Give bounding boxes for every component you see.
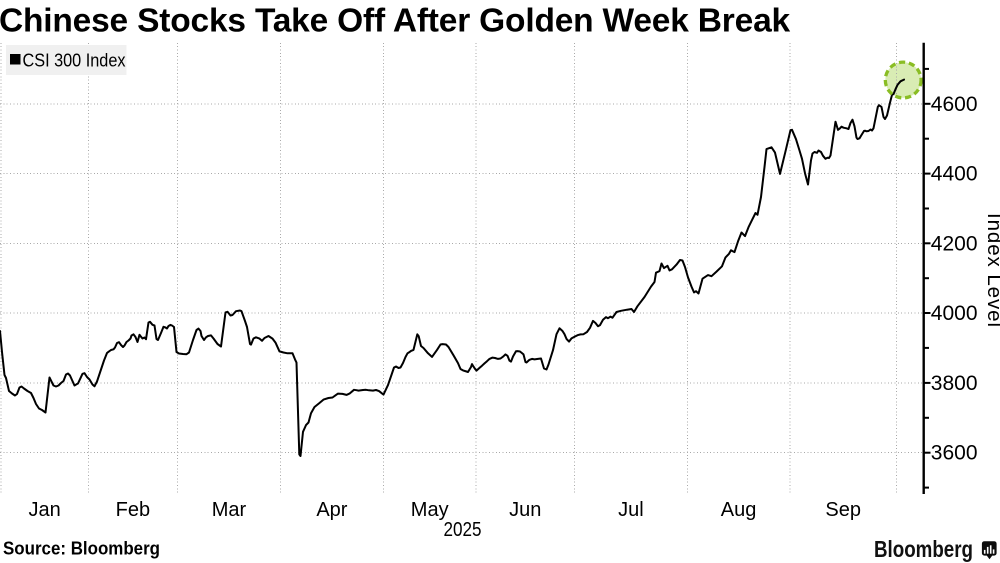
svg-text:3800: 3800: [931, 372, 978, 395]
svg-text:Aug: Aug: [721, 499, 757, 521]
svg-text:Mar: Mar: [212, 499, 247, 521]
svg-text:Source: Bloomberg: Source: Bloomberg: [3, 538, 160, 559]
svg-text:4000: 4000: [931, 302, 978, 325]
svg-text:Feb: Feb: [116, 499, 150, 521]
svg-text:Jan: Jan: [28, 499, 60, 521]
svg-text:2025: 2025: [444, 519, 482, 541]
svg-text:Chinese Stocks Take Off After: Chinese Stocks Take Off After Golden Wee…: [0, 3, 791, 40]
svg-text:Index Level: Index Level: [983, 213, 1000, 327]
svg-text:Apr: Apr: [316, 499, 347, 521]
svg-text:Jun: Jun: [509, 499, 541, 521]
svg-text:Jul: Jul: [618, 499, 644, 521]
svg-text:4200: 4200: [931, 232, 978, 255]
svg-text:CSI 300 Index: CSI 300 Index: [23, 51, 126, 71]
svg-text:4600: 4600: [931, 93, 978, 116]
svg-text:3600: 3600: [931, 442, 978, 465]
svg-text:4400: 4400: [931, 163, 978, 186]
svg-text:May: May: [411, 499, 449, 521]
svg-text:Bloomberg: Bloomberg: [874, 536, 973, 562]
svg-text:Sep: Sep: [825, 499, 861, 521]
